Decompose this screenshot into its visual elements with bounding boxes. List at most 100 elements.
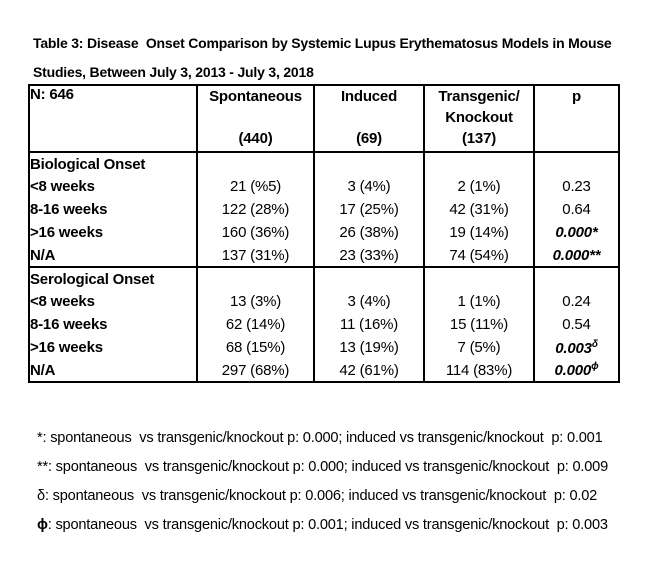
- footnote-symbol: ϕ: [37, 517, 48, 533]
- comparison-table: N: 646 Spontaneous (440) Induced (69) Tr…: [28, 84, 620, 383]
- table-caption-line1: Table 3: Disease Onset Comparison by Sys…: [33, 35, 612, 51]
- section-row-serological-onset: Serological Onset: [28, 266, 620, 290]
- empty-cell: [533, 151, 620, 175]
- empty-cell: [313, 151, 425, 175]
- p-value-base: 0.000: [554, 362, 592, 379]
- footnote-double-asterisk: **: spontaneous vs transgenic/knockout p…: [37, 453, 647, 482]
- cell-transgenic: 74 (54%): [423, 244, 535, 267]
- footnote-text: : spontaneous vs transgenic/knockout p: …: [42, 430, 603, 446]
- section-row-biological-onset: Biological Onset: [28, 151, 620, 175]
- table-caption-line2: Studies, Between July 3, 2013 - July 3, …: [33, 64, 314, 80]
- table-row-sero-gt16: >16 weeks 68 (15%) 13 (19%) 7 (5%) 0.003…: [28, 336, 620, 359]
- header-spontaneous-spacer: [199, 107, 312, 128]
- cell-p-value: 0.24: [533, 290, 620, 313]
- table-caption: Table 3: Disease Onset Comparison by Sys…: [33, 29, 638, 87]
- cell-transgenic: 15 (11%): [423, 313, 535, 336]
- row-label: N/A: [28, 359, 198, 382]
- header-transgenic-label-1: Transgenic/: [438, 88, 520, 105]
- header-induced-spacer: [316, 107, 422, 128]
- footnote-text: : spontaneous vs transgenic/knockout p: …: [47, 517, 608, 533]
- empty-cell: [533, 266, 620, 290]
- header-transgenic-knockout: Transgenic/ Knockout (137): [423, 85, 535, 153]
- row-label: <8 weeks: [28, 290, 198, 313]
- footnote-delta: δ: spontaneous vs transgenic/knockout p:…: [37, 482, 647, 511]
- table-header-row: N: 646 Spontaneous (440) Induced (69) Tr…: [28, 85, 620, 153]
- cell-transgenic: 114 (83%): [423, 359, 535, 382]
- table-row-bio-lt8: <8 weeks 21 (%5) 3 (4%) 2 (1%) 0.23: [28, 175, 620, 198]
- cell-p-value: 0.54: [533, 313, 620, 336]
- cell-transgenic: 1 (1%): [423, 290, 535, 313]
- footnotes: *: spontaneous vs transgenic/knockout p:…: [37, 424, 647, 540]
- cell-p-value-significant: 0.003δ: [533, 336, 620, 359]
- row-label: <8 weeks: [28, 175, 198, 198]
- cell-spontaneous: 122 (28%): [196, 198, 315, 221]
- cell-transgenic: 7 (5%): [423, 336, 535, 359]
- row-label: >16 weeks: [28, 221, 198, 244]
- cell-spontaneous: 137 (31%): [196, 244, 315, 267]
- footnote-text: : spontaneous vs transgenic/knockout p: …: [47, 459, 608, 475]
- cell-spontaneous: 297 (68%): [196, 359, 315, 382]
- cell-induced: 3 (4%): [313, 175, 425, 198]
- header-p-label: p: [572, 88, 581, 105]
- header-n-total: N: 646: [28, 85, 198, 153]
- section-label: Serological Onset: [28, 266, 198, 290]
- p-value-base: 0.003: [555, 339, 592, 357]
- cell-spontaneous: 21 (%5): [196, 175, 315, 198]
- row-label: N/A: [28, 244, 198, 267]
- header-transgenic-count: (137): [461, 130, 497, 147]
- p-value-superscript-delta: δ: [591, 338, 598, 350]
- comparison-table-wrapper: N: 646 Spontaneous (440) Induced (69) Tr…: [28, 84, 620, 383]
- footnote-symbol: **: [37, 459, 48, 475]
- cell-induced: 17 (25%): [313, 198, 425, 221]
- row-label: 8-16 weeks: [28, 313, 198, 336]
- cell-induced: 42 (61%): [313, 359, 425, 382]
- cell-p-value-significant: 0.000*: [533, 221, 620, 244]
- header-induced: Induced (69): [313, 85, 425, 153]
- cell-transgenic: 42 (31%): [423, 198, 535, 221]
- section-label: Biological Onset: [28, 151, 198, 175]
- p-value-superscript-phi: ϕ: [591, 361, 599, 372]
- header-spontaneous-label: Spontaneous: [209, 88, 302, 105]
- table-row-sero-8-16: 8-16 weeks 62 (14%) 11 (16%) 15 (11%) 0.…: [28, 313, 620, 336]
- empty-cell: [313, 266, 425, 290]
- row-label: 8-16 weeks: [28, 198, 198, 221]
- cell-p-value: 0.64: [533, 198, 620, 221]
- cell-transgenic: 19 (14%): [423, 221, 535, 244]
- cell-spontaneous: 13 (3%): [196, 290, 315, 313]
- cell-spontaneous: 68 (15%): [196, 336, 315, 359]
- table-row-bio-8-16: 8-16 weeks 122 (28%) 17 (25%) 42 (31%) 0…: [28, 198, 620, 221]
- table-row-bio-gt16: >16 weeks 160 (36%) 26 (38%) 19 (14%) 0.…: [28, 221, 620, 244]
- header-induced-count: (69): [356, 130, 382, 147]
- cell-induced: 23 (33%): [313, 244, 425, 267]
- footnote-asterisk: *: spontaneous vs transgenic/knockout p:…: [37, 424, 647, 453]
- table-row-sero-na: N/A 297 (68%) 42 (61%) 114 (83%) 0.000ϕ: [28, 359, 620, 382]
- header-spontaneous-count: (440): [238, 130, 273, 147]
- header-p-spacer-1: [536, 107, 617, 128]
- cell-induced: 26 (38%): [313, 221, 425, 244]
- header-transgenic-label-2: Knockout: [445, 109, 513, 126]
- cell-p-value-significant: 0.000ϕ: [533, 359, 620, 382]
- header-spontaneous: Spontaneous (440): [196, 85, 315, 153]
- cell-spontaneous: 62 (14%): [196, 313, 315, 336]
- header-p-spacer-2: [536, 128, 617, 149]
- row-label: >16 weeks: [28, 336, 198, 359]
- footnote-symbol: *: [37, 430, 43, 446]
- cell-induced: 11 (16%): [313, 313, 425, 336]
- table-row-bio-na: N/A 137 (31%) 23 (33%) 74 (54%) 0.000**: [28, 244, 620, 267]
- cell-p-value-significant: 0.000**: [533, 244, 620, 267]
- cell-induced: 13 (19%): [313, 336, 425, 359]
- empty-cell: [423, 266, 535, 290]
- cell-p-value: 0.23: [533, 175, 620, 198]
- cell-induced: 3 (4%): [313, 290, 425, 313]
- header-p-value: p: [533, 85, 620, 153]
- cell-spontaneous: 160 (36%): [196, 221, 315, 244]
- footnote-symbol: δ: [37, 488, 45, 504]
- header-induced-label: Induced: [340, 88, 398, 105]
- empty-cell: [196, 151, 315, 175]
- empty-cell: [196, 266, 315, 290]
- cell-transgenic: 2 (1%): [423, 175, 535, 198]
- footnote-phi: ϕ: spontaneous vs transgenic/knockout p:…: [37, 511, 647, 540]
- table-row-sero-lt8: <8 weeks 13 (3%) 3 (4%) 1 (1%) 0.24: [28, 290, 620, 313]
- empty-cell: [423, 151, 535, 175]
